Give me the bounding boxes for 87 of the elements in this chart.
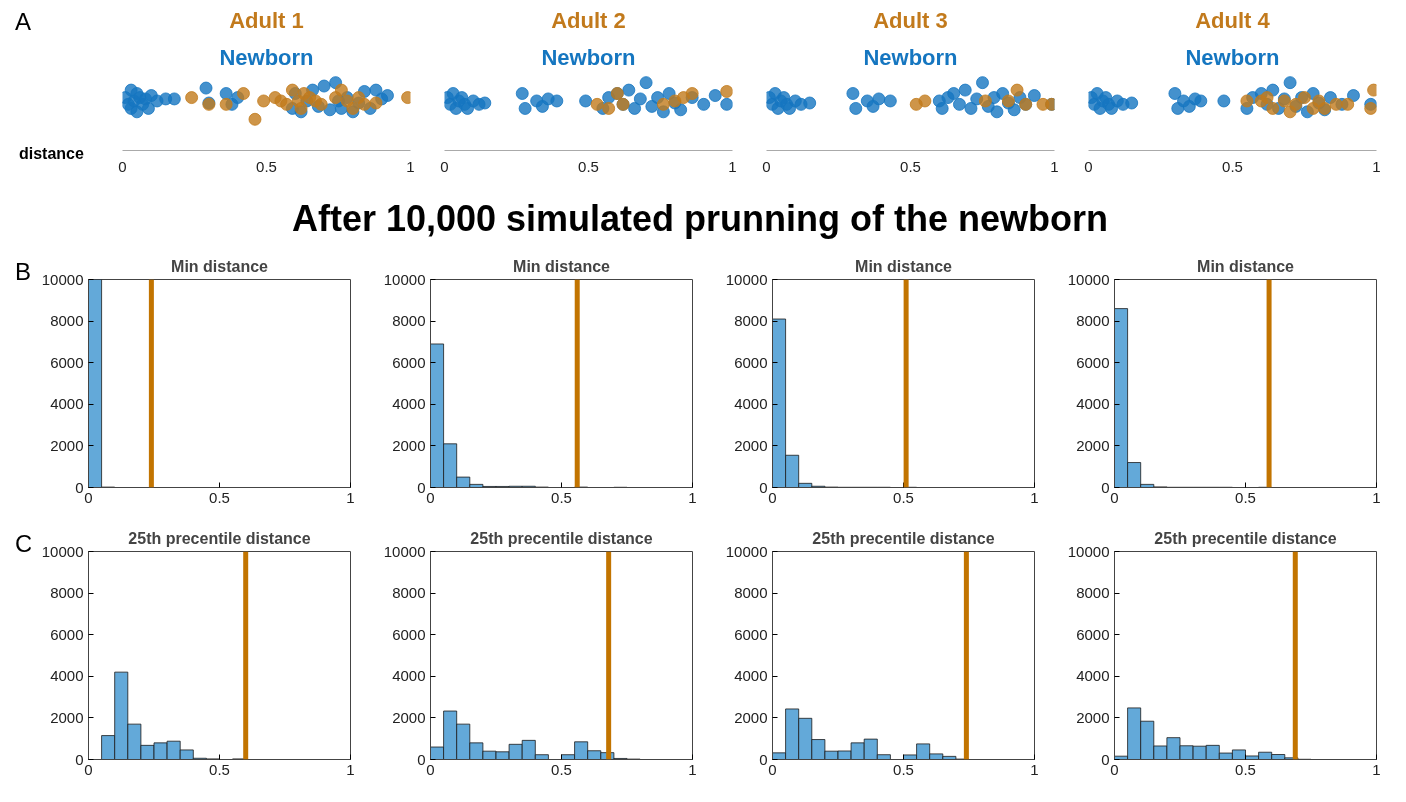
chart-title: Min distance (171, 257, 269, 275)
x-tick-label: 0.5 (551, 488, 572, 506)
x-tick-label: 0.5 (1235, 488, 1256, 506)
text: After 10,000 simulated prunning of the newborn (291, 197, 1109, 241)
text: Adult 1 (229, 7, 304, 33)
chart-title: 25th precentile distance (128, 529, 311, 547)
x-tick-label: 0.5 (1222, 157, 1243, 175)
y-tick-label: 6000 (734, 353, 768, 371)
series-label: Newborn (863, 44, 958, 70)
y-tick-label: 10000 (1067, 270, 1110, 288)
y-tick-label: 2000 (392, 708, 426, 726)
x-tick-label: 1 (1372, 488, 1381, 506)
text: C (14, 529, 33, 559)
text: Adult 2 (551, 7, 626, 33)
y-tick-label: 2000 (392, 436, 426, 454)
y-tick-label: 6000 (392, 353, 426, 371)
x-tick-label: 0.5 (578, 157, 599, 175)
x-tick-label: 1 (346, 760, 355, 778)
x-tick-label: 0.5 (893, 488, 914, 506)
x-tick-label: 0 (440, 157, 449, 175)
chart-title: Min distance (855, 257, 953, 275)
y-tick-label: 2000 (734, 436, 768, 454)
y-tick-label: 10000 (1067, 542, 1110, 560)
series-label: Newborn (1185, 44, 1280, 70)
y-tick-label: 6000 (1076, 625, 1110, 643)
y-tick-label: 10000 (383, 542, 426, 560)
x-tick-label: 0.5 (1235, 760, 1256, 778)
y-tick-label: 6000 (50, 625, 84, 643)
chart-title: 25th precentile distance (812, 529, 995, 547)
y-tick-label: 10000 (383, 270, 426, 288)
x-tick-label: 1 (1050, 157, 1059, 175)
y-tick-label: 2000 (1076, 436, 1110, 454)
x-tick-label: 1 (406, 157, 415, 175)
y-tick-label: 2000 (1076, 708, 1110, 726)
y-tick-label: 8000 (392, 584, 426, 602)
y-tick-label: 10000 (725, 270, 768, 288)
x-tick-label: 1 (728, 157, 737, 175)
y-tick-label: 8000 (50, 312, 84, 330)
y-tick-label: 8000 (50, 584, 84, 602)
y-tick-label: 2000 (734, 708, 768, 726)
x-tick-label: 1 (1030, 760, 1039, 778)
x-tick-label: 0.5 (900, 157, 921, 175)
text: Adult 4 (1195, 7, 1271, 33)
y-tick-label: 2000 (50, 436, 84, 454)
y-tick-label: 4000 (392, 395, 426, 413)
x-tick-label: 0.5 (256, 157, 277, 175)
chart-title: Min distance (1197, 257, 1295, 275)
x-axis-title: distance (19, 144, 84, 164)
y-tick-label: 8000 (1076, 312, 1110, 330)
x-tick-label: 0.5 (893, 760, 914, 778)
y-tick-label: 10000 (41, 542, 84, 560)
chart-title: 25th precentile distance (1154, 529, 1337, 547)
y-tick-label: 8000 (392, 312, 426, 330)
chart-title: 25th precentile distance (470, 529, 653, 547)
text: Adult 3 (873, 7, 948, 33)
x-tick-label: 0.5 (551, 760, 572, 778)
y-tick-label: 6000 (392, 625, 426, 643)
y-tick-label: 6000 (50, 353, 84, 371)
y-tick-label: 8000 (734, 584, 768, 602)
y-tick-label: 10000 (725, 542, 768, 560)
x-tick-label: 1 (1030, 488, 1039, 506)
chart-title: Min distance (513, 257, 611, 275)
y-tick-label: 4000 (50, 395, 84, 413)
text: B (14, 257, 32, 287)
x-tick-label: 1 (346, 488, 355, 506)
y-tick-label: 4000 (50, 667, 84, 685)
y-tick-label: 6000 (1076, 353, 1110, 371)
x-tick-label: 1 (1372, 760, 1381, 778)
y-tick-label: 2000 (50, 708, 84, 726)
x-tick-label: 1 (688, 488, 697, 506)
y-tick-label: 8000 (1076, 584, 1110, 602)
y-tick-label: 8000 (734, 312, 768, 330)
y-tick-label: 6000 (734, 625, 768, 643)
text: A (14, 7, 32, 37)
x-tick-label: 1 (1372, 157, 1381, 175)
series-label: Newborn (219, 44, 314, 70)
series-label: Newborn (541, 44, 636, 70)
x-tick-label: 0.5 (209, 488, 230, 506)
x-tick-label: 1 (688, 760, 697, 778)
y-tick-label: 4000 (392, 667, 426, 685)
x-tick-label: 0.5 (209, 760, 230, 778)
y-tick-label: 4000 (734, 395, 768, 413)
y-tick-label: 4000 (1076, 395, 1110, 413)
x-tick-label: 0 (118, 157, 127, 175)
y-tick-label: 10000 (41, 270, 84, 288)
y-tick-label: 4000 (734, 667, 768, 685)
y-tick-label: 4000 (1076, 667, 1110, 685)
